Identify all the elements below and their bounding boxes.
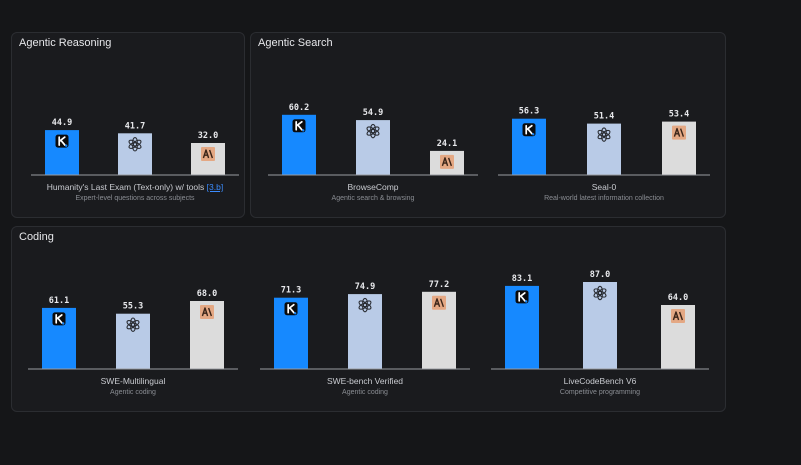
data-label: 44.9 <box>52 118 72 128</box>
benchmark-subtitle: Competitive programming <box>559 389 641 396</box>
data-label: 68.0 <box>197 289 217 299</box>
openai-icon <box>126 317 140 332</box>
data-label: 32.0 <box>198 131 218 141</box>
benchmark-title: Seal-0 <box>591 182 617 192</box>
openai-icon <box>366 123 380 139</box>
bar-openai <box>118 133 152 175</box>
chart-svg: 60.2 54.9 24.1 <box>268 103 478 176</box>
openai-icon <box>128 137 142 152</box>
bar-openai <box>583 282 617 369</box>
benchmark-subtitle: Expert-level questions across subjects <box>75 195 195 202</box>
data-label: 61.1 <box>49 296 69 306</box>
benchmark-subtitle: Real-world latest information collection <box>544 195 664 202</box>
panel-agentic-reasoning: Agentic Reasoning <box>11 32 245 218</box>
panel-title: Agentic Reasoning <box>19 37 112 49</box>
chart-svg: 44.9 41.7 32.0 <box>31 118 239 176</box>
panel-title: Coding <box>19 231 54 243</box>
benchmark-subtitle: Agentic search & browsing <box>331 195 415 202</box>
anthropic-icon <box>671 309 685 323</box>
data-label: 56.3 <box>519 107 539 117</box>
data-label: 51.4 <box>594 112 614 122</box>
anthropic-icon <box>201 147 215 161</box>
anthropic-icon <box>672 125 686 140</box>
chart-seal0: 56.3 51.4 53.4 Seal-0 Real-world latest in… <box>498 60 710 208</box>
openai-icon <box>358 297 372 313</box>
kimi-k-icon <box>55 134 69 148</box>
anthropic-icon <box>432 295 446 310</box>
data-label: 77.2 <box>429 280 449 290</box>
data-label: 74.9 <box>355 282 375 292</box>
chart-hle: 44.9 41.7 32.0 Humanity's Last Exam (Text-… <box>31 60 239 208</box>
bar-openai <box>348 294 382 369</box>
data-label: 24.1 <box>437 139 457 149</box>
data-label: 41.7 <box>125 121 145 131</box>
bar-openai <box>587 123 621 175</box>
chart-svg: 71.3 74.9 77.2 <box>260 280 470 370</box>
data-label: 71.3 <box>281 286 301 296</box>
kimi-k-icon <box>52 312 66 326</box>
chart-swe-multilingual: 61.1 55.3 68.0 SWE-Multilingual Agentic co… <box>28 254 238 402</box>
anthropic-icon <box>440 154 454 169</box>
kimi-k-icon <box>515 290 529 304</box>
chart-svg: 61.1 55.3 68.0 <box>28 289 238 370</box>
data-label: 87.0 <box>590 270 610 280</box>
benchmark-title: Humanity's Last Exam (Text-only) w/ tool… <box>46 182 224 192</box>
openai-icon <box>597 127 611 142</box>
panel-agentic-search: Agentic Search <box>250 32 726 218</box>
data-label: 83.1 <box>512 274 532 284</box>
openai-icon <box>593 285 607 301</box>
citation-link[interactable]: [3.b] <box>206 182 224 192</box>
benchmark-subtitle: Agentic coding <box>110 389 156 396</box>
chart-browsecomp: 60.2 54.9 24.1 BrowseComp Agentic search &… <box>268 60 478 208</box>
chart-swe-bench-verified: 71.3 74.9 77.2 SWE-bench Verified Agentic … <box>260 254 470 402</box>
kimi-k-icon <box>522 123 536 137</box>
chart-livecodebench: 83.1 87.0 64.0 LiveCodeBench V6 Competitiv… <box>491 254 709 402</box>
panel-title: Agentic Search <box>258 37 333 49</box>
benchmark-title: LiveCodeBench V6 <box>563 376 637 386</box>
data-label: 53.4 <box>669 110 689 120</box>
data-label: 54.9 <box>363 108 383 118</box>
benchmark-title: BrowseComp <box>347 182 399 192</box>
data-label: 60.2 <box>289 103 309 113</box>
chart-svg: 56.3 51.4 53.4 <box>498 107 710 176</box>
anthropic-icon <box>200 305 214 319</box>
benchmark-subtitle: Agentic coding <box>342 389 388 396</box>
data-label: 55.3 <box>123 302 143 312</box>
benchmark-title: SWE-bench Verified <box>326 376 404 386</box>
chart-svg: 83.1 87.0 64.0 <box>491 270 709 370</box>
kimi-k-icon <box>284 302 298 316</box>
kimi-k-icon <box>292 119 306 133</box>
benchmark-title: SWE-Multilingual <box>100 376 166 386</box>
data-label: 64.0 <box>668 293 688 303</box>
